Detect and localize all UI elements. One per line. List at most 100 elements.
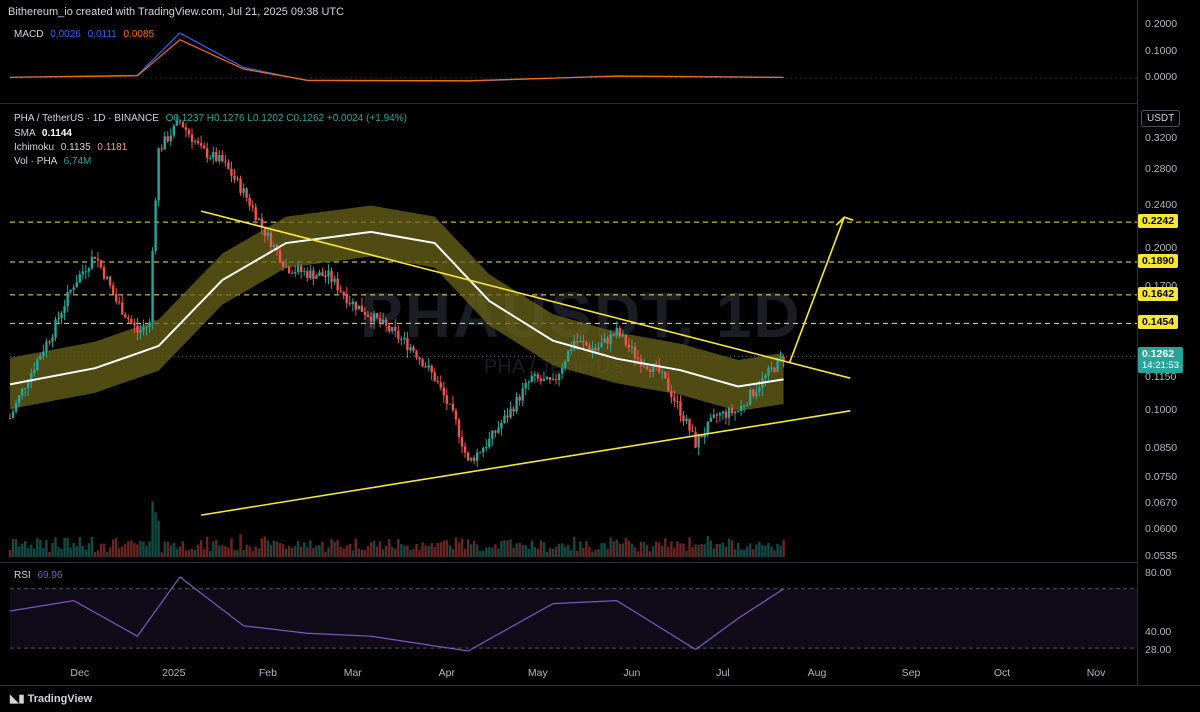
candle-body: [485, 446, 488, 449]
candle-body: [615, 327, 618, 336]
volume-bar: [221, 545, 224, 557]
candle-body: [151, 250, 154, 323]
volume-bar: [560, 543, 564, 557]
candle-body: [154, 200, 157, 251]
candle-body: [75, 282, 78, 288]
candle-body: [14, 402, 18, 412]
volume-bar: [427, 546, 430, 557]
volume-bar: [403, 545, 406, 557]
currency-button[interactable]: USDT: [1141, 110, 1181, 127]
volume-bar: [290, 547, 294, 557]
candle-body: [530, 375, 533, 382]
candle-body: [403, 338, 406, 340]
volume-bar: [366, 546, 370, 557]
rsi-value: 69.96: [37, 570, 63, 581]
volume-bar: [239, 534, 242, 557]
candle-body: [269, 232, 273, 248]
volume-bar: [169, 545, 172, 557]
volume-bar: [11, 539, 15, 557]
candle-body: [318, 272, 321, 276]
volume-bar: [460, 538, 464, 557]
volume-bar: [296, 541, 300, 557]
candle-body: [312, 270, 315, 279]
candle-body: [209, 157, 212, 159]
candle-body: [384, 319, 388, 326]
tradingview-logo[interactable]: ◣▮ TradingView: [10, 692, 92, 705]
volume-bar: [730, 540, 734, 557]
candle-body: [688, 418, 691, 431]
candle-body: [87, 268, 91, 272]
volume-bar: [685, 550, 688, 557]
candle-body: [782, 356, 785, 361]
volume-bar: [284, 548, 288, 557]
candle-body: [218, 154, 221, 162]
symbol-title[interactable]: PHA / TetherUS · 1D · BINANCE: [14, 113, 159, 124]
candle-body: [633, 346, 637, 358]
candle-body: [8, 417, 12, 419]
candle-body: [121, 302, 124, 315]
candle-body: [363, 311, 367, 315]
volume-bar: [187, 550, 191, 557]
candle-body: [579, 340, 582, 343]
candle-body: [497, 428, 500, 433]
candle-body: [51, 337, 54, 342]
volume-legend[interactable]: Vol · PHA 6.74M: [14, 156, 91, 167]
volume-bar: [163, 541, 166, 557]
volume-bar: [445, 540, 449, 557]
volume-bar: [466, 539, 470, 557]
candle-body: [424, 366, 427, 368]
volume-bar: [539, 540, 543, 557]
volume-bar: [515, 543, 518, 557]
rsi-legend[interactable]: RSI 69.96: [14, 570, 62, 581]
candle-body: [475, 452, 479, 461]
candle-body: [212, 152, 215, 158]
price-tick-label: 0.1150: [1145, 371, 1177, 384]
candle-body: [11, 411, 15, 419]
volume-bar: [639, 541, 643, 557]
sma-legend[interactable]: SMA 0.1144: [14, 128, 72, 139]
candle-body: [391, 326, 394, 332]
volume-bar: [563, 546, 567, 557]
candle-body: [651, 363, 655, 373]
volume-bar: [87, 543, 91, 557]
volume-bar: [436, 542, 439, 557]
volume-bar: [554, 546, 558, 557]
volume-bar: [142, 541, 145, 557]
volume-bar: [108, 547, 112, 557]
candle-body: [330, 270, 333, 282]
volume-bar: [497, 548, 500, 557]
volume-bar: [33, 548, 36, 557]
candle-body: [339, 290, 342, 292]
candle-body: [315, 275, 318, 279]
volume-bar: [594, 549, 597, 557]
symbol-legend[interactable]: PHA / TetherUS · 1D · BINANCE O0.1237 H0…: [14, 113, 407, 124]
volume-bar: [212, 541, 215, 557]
rsi-tick-label: 40.00: [1145, 626, 1172, 639]
candle-body: [290, 272, 294, 274]
ichimoku-legend[interactable]: Ichimoku 0.1135 0.1181: [14, 142, 127, 153]
candle-body: [172, 125, 176, 136]
volume-bar: [354, 538, 358, 557]
candle-body: [57, 318, 60, 320]
candle-body: [81, 271, 85, 275]
volume-bar: [697, 544, 700, 557]
volume-bar: [75, 546, 78, 557]
candle-body: [551, 379, 555, 381]
candle-body: [521, 388, 524, 401]
candle-body: [630, 346, 634, 348]
candle-body: [378, 318, 382, 323]
volume-bar: [363, 550, 367, 557]
candle-body: [770, 367, 773, 369]
volume-bar: [485, 547, 488, 557]
candle-body: [445, 395, 449, 404]
candle-body: [293, 271, 297, 274]
price-tick-label: 0.3200: [1145, 132, 1178, 144]
volume-bar: [300, 546, 303, 557]
volume-bar: [227, 547, 230, 557]
candle-body: [124, 314, 127, 318]
rsi-legend-name: RSI: [14, 570, 31, 581]
candle-body: [354, 301, 358, 310]
volume-bar: [130, 540, 133, 557]
candle-body: [779, 356, 782, 359]
